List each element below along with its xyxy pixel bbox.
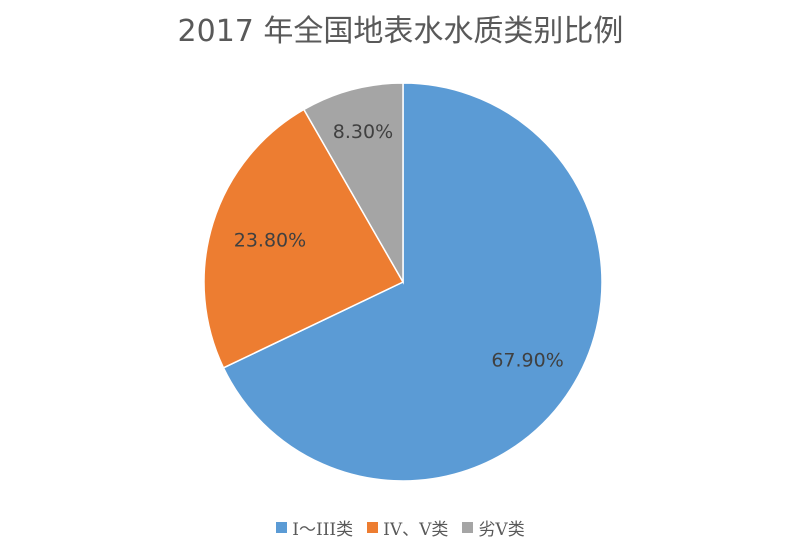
legend-swatch-1 — [276, 522, 288, 533]
data-label-1: 67.90% — [491, 350, 563, 372]
pie-slice-3 — [302, 82, 404, 285]
legend-label-2: IV、V类 — [383, 520, 449, 540]
chart-title: 2017 年全国地表水水质类别比例 — [177, 14, 624, 49]
legend-swatch-3 — [462, 522, 474, 533]
data-label-2: 23.80% — [234, 230, 306, 252]
legend: I～III类 IV、V类 劣V类 — [0, 515, 801, 540]
legend-item-3: 劣V类 — [462, 515, 525, 540]
legend-swatch-2 — [367, 522, 379, 533]
legend-item-2: IV、V类 — [367, 515, 448, 540]
legend-label-1: I～III类 — [292, 520, 354, 540]
pie-slice-1 — [222, 82, 603, 482]
data-label-3: 8.30% — [333, 121, 393, 143]
pie-slice-2 — [203, 108, 405, 369]
legend-item-1: I～III类 — [276, 515, 353, 540]
legend-label-3: 劣V类 — [478, 520, 525, 540]
